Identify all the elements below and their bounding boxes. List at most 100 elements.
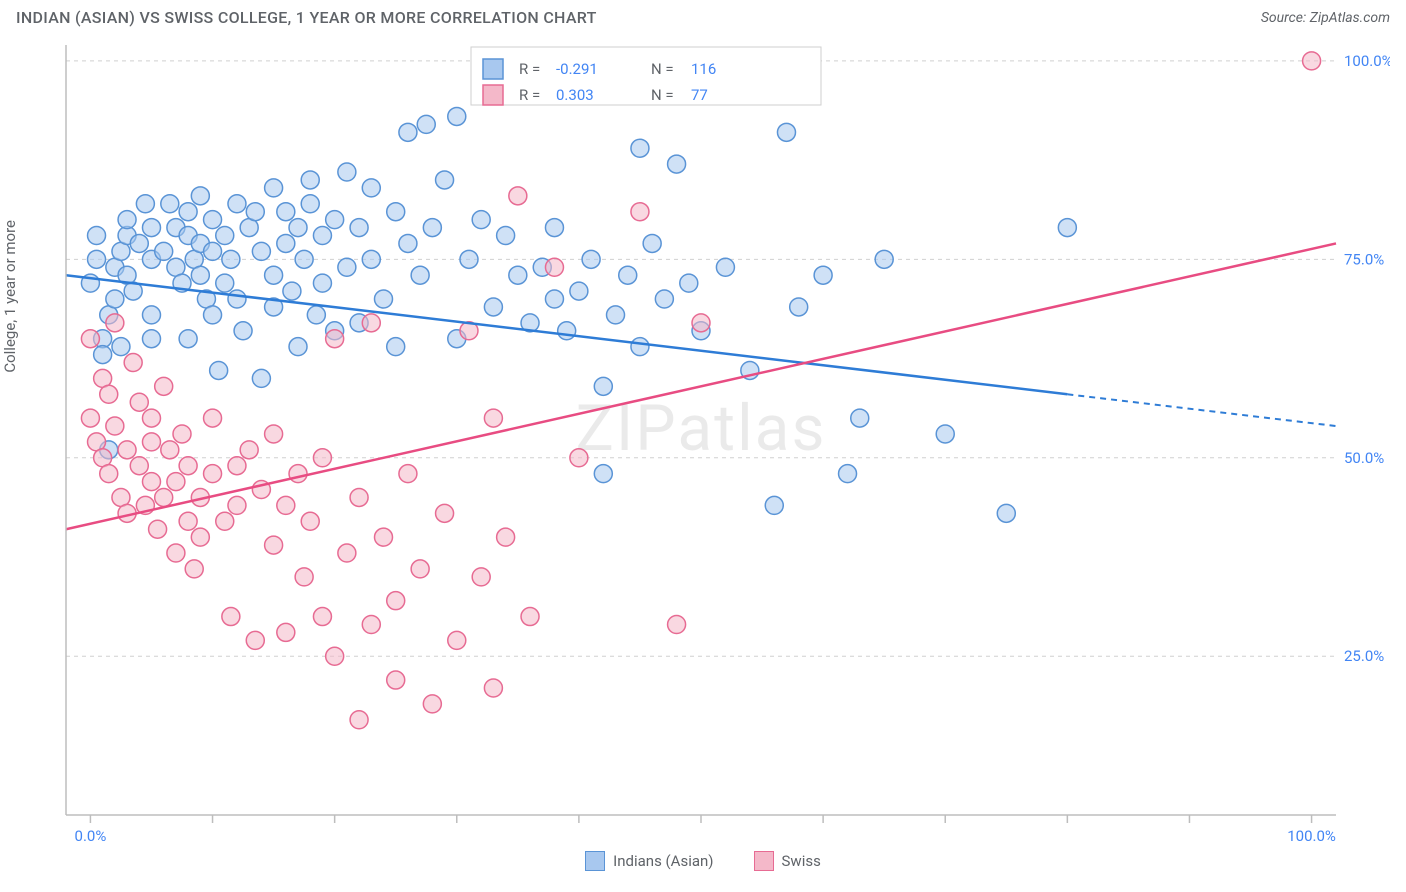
data-point (289, 219, 307, 237)
data-point (240, 441, 258, 459)
legend-n-value: 77 (691, 86, 708, 104)
chart-container: College, 1 year or more 25.0%50.0%75.0%1… (16, 35, 1390, 845)
data-point (484, 679, 502, 697)
data-point (631, 338, 649, 356)
data-point (680, 274, 698, 292)
data-point (448, 631, 466, 649)
data-point (399, 465, 417, 483)
data-point (668, 155, 686, 173)
chart-title: INDIAN (ASIAN) VS SWISS COLLEGE, 1 YEAR … (16, 8, 597, 27)
data-point (204, 409, 222, 427)
data-point (216, 227, 234, 245)
data-point (265, 179, 283, 197)
data-point (222, 250, 240, 268)
data-point (88, 250, 106, 268)
data-point (765, 496, 783, 514)
data-point (216, 274, 234, 292)
legend-n-label: N = (651, 60, 674, 78)
data-point (399, 234, 417, 252)
data-point (228, 457, 246, 475)
data-point (149, 520, 167, 538)
data-point (936, 425, 954, 443)
data-point (558, 322, 576, 340)
legend-label-swiss: Swiss (782, 852, 821, 870)
data-point (142, 330, 160, 348)
legend-swatch-indians (585, 851, 605, 871)
data-point (228, 290, 246, 308)
legend-r-value: -0.291 (556, 60, 598, 78)
data-point (607, 306, 625, 324)
legend-r-label: R = (519, 60, 540, 78)
data-point (142, 433, 160, 451)
data-point (246, 631, 264, 649)
data-point (204, 306, 222, 324)
data-point (839, 465, 857, 483)
data-point (234, 322, 252, 340)
data-point (295, 250, 313, 268)
data-point (362, 615, 380, 633)
data-point (142, 473, 160, 491)
data-point (387, 338, 405, 356)
data-point (570, 449, 588, 467)
data-point (118, 441, 136, 459)
data-point (277, 203, 295, 221)
data-point (301, 512, 319, 530)
data-point (338, 544, 356, 562)
data-point (167, 544, 185, 562)
data-point (326, 211, 344, 229)
data-point (387, 671, 405, 689)
data-point (350, 711, 368, 729)
data-point (106, 417, 124, 435)
data-point (307, 306, 325, 324)
data-point (124, 354, 142, 372)
data-point (204, 211, 222, 229)
data-point (362, 179, 380, 197)
data-point (155, 242, 173, 260)
data-point (313, 449, 331, 467)
scatter-chart: 25.0%50.0%75.0%100.0%ZIPatlas0.0%100.0%R… (16, 35, 1390, 845)
data-point (94, 346, 112, 364)
data-point (619, 266, 637, 284)
data-point (655, 290, 673, 308)
data-point (411, 560, 429, 578)
data-point (521, 608, 539, 626)
data-point (436, 171, 454, 189)
data-point (545, 290, 563, 308)
data-point (668, 615, 686, 633)
data-point (436, 504, 454, 522)
data-point (289, 338, 307, 356)
data-point (509, 266, 527, 284)
data-point (631, 203, 649, 221)
data-point (112, 338, 130, 356)
data-point (142, 219, 160, 237)
data-point (692, 314, 710, 332)
legend-label-indians: Indians (Asian) (613, 852, 713, 870)
data-point (228, 496, 246, 514)
data-point (289, 465, 307, 483)
data-point (375, 528, 393, 546)
data-point (136, 195, 154, 213)
data-point (118, 211, 136, 229)
data-point (81, 409, 99, 427)
y-tick-label: 75.0% (1344, 250, 1384, 268)
y-tick-label: 25.0% (1344, 647, 1384, 665)
data-point (155, 488, 173, 506)
data-point (246, 203, 264, 221)
data-point (179, 330, 197, 348)
data-point (326, 647, 344, 665)
data-point (790, 298, 808, 316)
data-point (204, 465, 222, 483)
data-point (179, 512, 197, 530)
data-point (350, 488, 368, 506)
data-point (631, 139, 649, 157)
data-point (167, 473, 185, 491)
data-point (423, 219, 441, 237)
data-point (265, 425, 283, 443)
data-point (313, 227, 331, 245)
data-point (338, 258, 356, 276)
legend-n-value: 116 (691, 60, 716, 78)
watermark: ZIPatlas (576, 391, 827, 466)
chart-header: INDIAN (ASIAN) VS SWISS COLLEGE, 1 YEAR … (0, 0, 1406, 31)
data-point (204, 242, 222, 260)
data-point (100, 385, 118, 403)
